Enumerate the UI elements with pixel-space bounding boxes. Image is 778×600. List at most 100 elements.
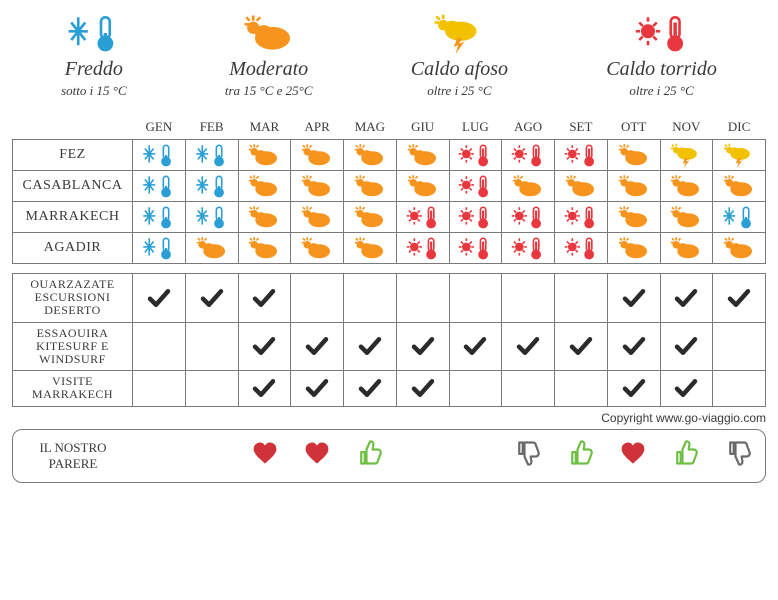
hot-icon — [504, 235, 552, 261]
month-header: NOV — [660, 117, 713, 140]
legend-item: Moderatotra 15 °C e 25°C — [225, 12, 313, 99]
activity-cell — [713, 274, 766, 323]
moderate-icon — [663, 204, 711, 230]
opinion-cell — [291, 436, 344, 476]
activity-cell — [713, 371, 766, 406]
month-header: APR — [291, 117, 344, 140]
humid-icon — [663, 142, 711, 168]
climate-cell — [449, 202, 502, 233]
moderate-icon — [504, 173, 552, 199]
table-row: VISITE MARRAKECH — [13, 371, 766, 406]
moderate-icon — [610, 173, 658, 199]
moderate-icon — [346, 173, 394, 199]
moderate-icon — [610, 142, 658, 168]
moderate-icon — [346, 235, 394, 261]
climate-cell — [291, 233, 344, 264]
cold-icon — [135, 173, 183, 199]
row-label: AGADIR — [13, 233, 133, 264]
climate-cell — [660, 202, 713, 233]
activity-cell — [133, 322, 186, 371]
activity-cell — [185, 274, 238, 323]
activity-cell — [238, 274, 291, 323]
check-icon — [293, 376, 341, 400]
cold-icon — [135, 204, 183, 230]
month-header: DIC — [713, 117, 766, 140]
climate-table: GENFEBMARAPRMAGGIULUGAGOSETOTTNOVDIC FEZ… — [12, 117, 766, 407]
month-header: GIU — [396, 117, 449, 140]
climate-cell — [185, 202, 238, 233]
month-header: MAR — [238, 117, 291, 140]
check-icon — [293, 334, 341, 358]
climate-cell — [660, 233, 713, 264]
row-label: VISITE MARRAKECH — [13, 371, 133, 406]
check-icon — [188, 286, 236, 310]
opinion-cell — [238, 436, 291, 476]
cold-icon — [188, 173, 236, 199]
activity-cell — [449, 322, 502, 371]
climate-cell — [555, 233, 608, 264]
table-row: FEZ — [13, 140, 766, 171]
moderate-icon — [241, 142, 289, 168]
heart-icon — [304, 440, 330, 471]
legend-title: Caldo afoso — [411, 58, 508, 81]
legend-sub: sotto i 15 °C — [61, 83, 127, 99]
climate-cell — [713, 202, 766, 233]
check-icon — [241, 286, 289, 310]
activity-cell — [660, 322, 713, 371]
hot-icon — [452, 235, 500, 261]
climate-cell — [344, 202, 397, 233]
moderate-icon — [241, 173, 289, 199]
humid-icon — [431, 12, 487, 54]
climate-cell — [185, 140, 238, 171]
activity-cell — [396, 274, 449, 323]
moderate-icon — [241, 235, 289, 261]
climate-cell — [555, 140, 608, 171]
activity-cell — [291, 371, 344, 406]
check-icon — [346, 376, 394, 400]
table-row: MARRAKECH — [13, 202, 766, 233]
activity-cell — [607, 371, 660, 406]
moderate-icon — [188, 235, 236, 261]
check-icon — [557, 334, 605, 358]
activity-cell — [555, 371, 608, 406]
moderate-icon — [663, 235, 711, 261]
climate-cell — [713, 233, 766, 264]
climate-cell — [133, 171, 186, 202]
check-icon — [610, 376, 658, 400]
check-icon — [346, 334, 394, 358]
check-icon — [610, 334, 658, 358]
check-icon — [663, 376, 711, 400]
thumbs-down-icon — [725, 439, 753, 472]
activity-cell — [133, 274, 186, 323]
climate-cell — [344, 140, 397, 171]
check-icon — [241, 334, 289, 358]
month-header: MAG — [344, 117, 397, 140]
activity-cell — [502, 322, 555, 371]
check-icon — [452, 334, 500, 358]
cold-icon — [188, 204, 236, 230]
climate-cell — [238, 233, 291, 264]
legend-sub: oltre i 25 °C — [427, 83, 491, 99]
opinion-cell — [344, 436, 397, 476]
row-label: OUARZAZATE ESCURSIONI DESERTO — [13, 274, 133, 323]
climate-cell — [713, 171, 766, 202]
hot-icon — [504, 204, 552, 230]
moderate-icon — [663, 173, 711, 199]
activity-cell — [238, 322, 291, 371]
activity-cell — [660, 274, 713, 323]
climate-cell — [344, 233, 397, 264]
climate-cell — [291, 140, 344, 171]
cold-icon — [135, 142, 183, 168]
climate-cell — [238, 202, 291, 233]
climate-cell — [291, 171, 344, 202]
activity-cell — [502, 371, 555, 406]
humid-icon — [715, 142, 763, 168]
opinion-cell — [186, 436, 239, 476]
copyright-text: Copyright www.go-viaggio.com — [12, 411, 766, 425]
check-icon — [663, 334, 711, 358]
month-header: OTT — [607, 117, 660, 140]
activity-cell — [291, 322, 344, 371]
climate-cell — [713, 140, 766, 171]
moderate-icon — [241, 12, 297, 54]
climate-cell — [660, 171, 713, 202]
